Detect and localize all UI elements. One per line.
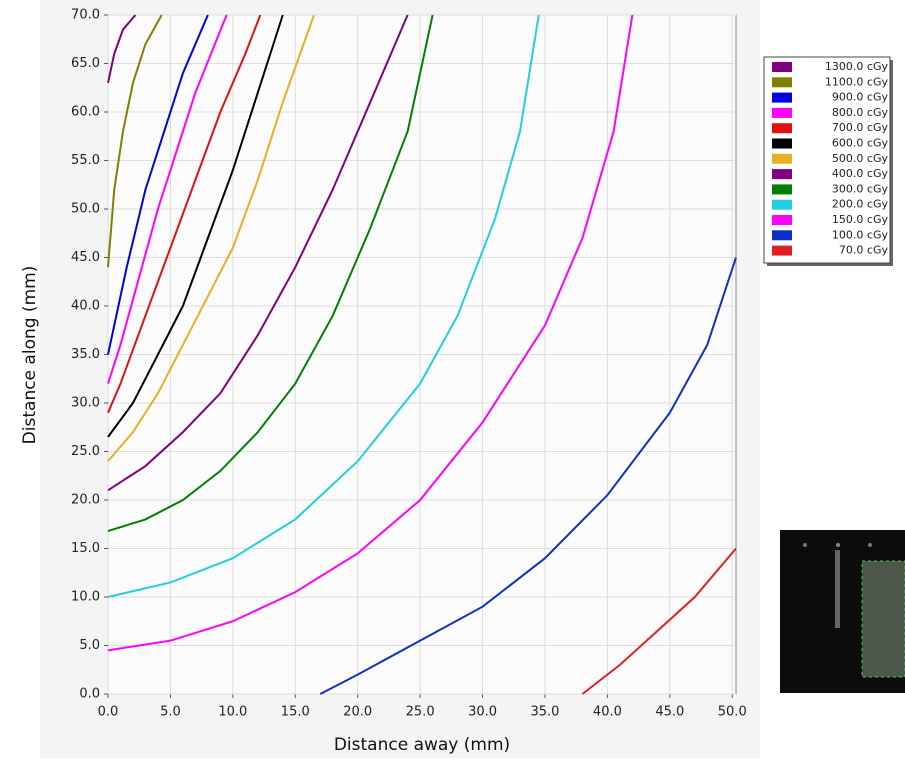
y-tick-label: 25.0 bbox=[71, 444, 100, 459]
x-tick-label: 45.0 bbox=[655, 705, 684, 720]
isodose-line bbox=[107, 14, 540, 598]
legend-swatch bbox=[772, 245, 792, 256]
legend-label: 400.0 cGy bbox=[832, 167, 889, 180]
y-tick-label: 40.0 bbox=[71, 299, 100, 314]
x-axis-label: Distance away (mm) bbox=[334, 735, 510, 755]
x-tick-label: 20.0 bbox=[343, 705, 372, 720]
x-tick-label: 30.0 bbox=[468, 705, 497, 720]
isodose-line bbox=[107, 14, 409, 492]
y-tick-label: 15.0 bbox=[71, 541, 100, 556]
y-tick-label: 0.0 bbox=[79, 687, 100, 702]
y-tick-label: 60.0 bbox=[71, 105, 100, 120]
y-tick-label: 30.0 bbox=[71, 396, 100, 411]
x-tick-label: 40.0 bbox=[593, 705, 622, 720]
isodose-line bbox=[107, 14, 262, 414]
legend-label: 300.0 cGy bbox=[832, 182, 889, 195]
isodose-line bbox=[107, 14, 209, 355]
y-tick-label: 35.0 bbox=[71, 347, 100, 362]
y-tick-label: 55.0 bbox=[71, 153, 100, 168]
isodose-line bbox=[107, 14, 634, 652]
legend-label: 900.0 cGy bbox=[832, 91, 889, 104]
legend-swatch bbox=[772, 153, 792, 164]
legend-label: 200.0 cGy bbox=[832, 198, 889, 211]
inset-image bbox=[780, 530, 905, 693]
y-tick-label: 65.0 bbox=[71, 56, 100, 71]
legend-items: 1300.0 cGy 1100.0 cGy 900.0 cGy 800.0 cGy 70… bbox=[772, 60, 888, 257]
y-tick-label: 20.0 bbox=[71, 493, 100, 508]
legend-label: 100.0 cGy bbox=[832, 228, 889, 241]
x-tick-label: 50.0 bbox=[718, 705, 747, 720]
y-tick-label: 45.0 bbox=[71, 250, 100, 265]
legend-swatch bbox=[772, 77, 792, 88]
isodose-line bbox=[107, 14, 284, 438]
legend-label: 1100.0 cGy bbox=[825, 75, 889, 88]
legend-swatch bbox=[772, 92, 792, 103]
x-tick-label: 25.0 bbox=[406, 705, 435, 720]
legend-label: 150.0 cGy bbox=[832, 213, 889, 226]
legend-swatch bbox=[772, 215, 792, 225]
isodose-line bbox=[319, 257, 737, 695]
isodose-line bbox=[107, 14, 434, 532]
legend-swatch bbox=[772, 107, 792, 118]
legend-label: 500.0 cGy bbox=[832, 152, 889, 165]
y-tick-label: 5.0 bbox=[79, 638, 100, 653]
isodose-line bbox=[107, 14, 163, 268]
legend-label: 1300.0 cGy bbox=[825, 60, 889, 73]
x-tick-label: 10.0 bbox=[218, 705, 247, 720]
x-tick-label: 0.0 bbox=[98, 705, 119, 720]
isodose-line bbox=[107, 14, 315, 462]
legend-swatch bbox=[772, 199, 792, 210]
y-axis-label: Distance along (mm) bbox=[20, 266, 40, 445]
grid: 0.0 5.0 10.0 15.0 20.0 25.0 30.0 35.0 40.0 45.0 50… bbox=[71, 8, 747, 720]
legend-swatch bbox=[772, 184, 792, 195]
legend-label: 700.0 cGy bbox=[832, 121, 889, 134]
legend-swatch bbox=[772, 169, 792, 180]
legend-label: 800.0 cGy bbox=[832, 106, 889, 119]
legend-label: 600.0 cGy bbox=[832, 137, 889, 150]
legend-swatch bbox=[772, 138, 792, 149]
legend-label: 70.0 cGy bbox=[839, 244, 889, 257]
x-tick-label: 35.0 bbox=[531, 705, 560, 720]
legend-swatch bbox=[772, 123, 792, 134]
isodose-line bbox=[107, 14, 137, 84]
y-tick-label: 70.0 bbox=[71, 8, 100, 23]
y-tick-label: 10.0 bbox=[71, 590, 100, 605]
legend-swatch bbox=[772, 230, 792, 241]
x-tick-label: 15.0 bbox=[281, 705, 310, 720]
isodose-line bbox=[581, 547, 737, 695]
legend-swatch bbox=[772, 62, 792, 72]
isodose-line bbox=[107, 14, 228, 384]
lines bbox=[107, 14, 737, 695]
y-tick-label: 50.0 bbox=[71, 202, 100, 217]
x-tick-label: 5.0 bbox=[160, 705, 181, 720]
